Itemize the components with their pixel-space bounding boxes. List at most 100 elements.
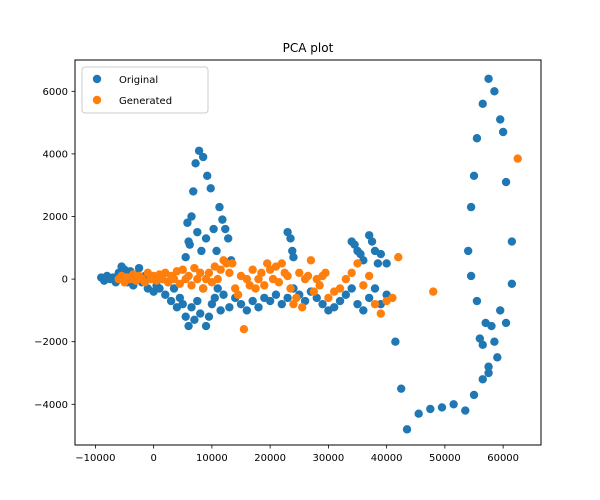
original-point: [221, 224, 230, 234]
original-point: [286, 234, 295, 243]
generated-point: [178, 265, 187, 274]
x-tick-label: 40000: [371, 453, 403, 464]
original-point: [466, 202, 476, 212]
generated-point: [222, 259, 231, 268]
original-point: [364, 231, 374, 240]
original-point: [190, 315, 199, 324]
original-point: [197, 246, 206, 256]
generated-point: [295, 268, 304, 278]
original-point: [204, 312, 214, 321]
generated-point: [175, 279, 185, 288]
original-point: [213, 284, 222, 293]
generated-point: [306, 256, 316, 265]
legend-label-original: Original: [119, 75, 158, 86]
generated-point: [213, 274, 222, 284]
original-point: [364, 293, 374, 303]
generated-point: [233, 290, 243, 299]
original-point: [414, 409, 423, 418]
original-point: [402, 425, 412, 434]
original-point: [318, 299, 327, 309]
generated-point: [309, 287, 319, 296]
generated-point: [359, 281, 368, 290]
generated-point: [251, 284, 260, 293]
original-point: [169, 284, 179, 293]
original-point: [187, 303, 196, 312]
original-point: [215, 202, 224, 212]
original-point: [300, 296, 310, 306]
original-point: [181, 312, 190, 321]
original-point: [196, 309, 205, 318]
chart-title: PCA plot: [283, 41, 334, 55]
original-point: [330, 303, 339, 312]
x-tick-label: 50000: [429, 453, 461, 464]
original-point: [335, 296, 345, 306]
generated-point: [190, 263, 199, 273]
legend-box: [81, 66, 209, 114]
original-point: [184, 321, 193, 331]
generated-point: [321, 268, 330, 278]
original-point: [478, 340, 487, 350]
legend-marker-generated: [92, 95, 102, 105]
original-point: [193, 296, 202, 306]
original-point: [242, 306, 252, 315]
original-point: [219, 290, 228, 299]
original-point: [207, 299, 217, 309]
generated-point: [216, 265, 225, 274]
original-point: [155, 284, 164, 293]
y-tick-label: 6000: [43, 87, 68, 98]
generated-point: [315, 281, 324, 290]
original-point: [472, 134, 482, 143]
original-point: [472, 296, 482, 306]
x-tick-label: 0: [150, 453, 156, 464]
original-point: [225, 303, 234, 312]
generated-point: [283, 271, 292, 281]
original-point: [341, 290, 351, 299]
generated-point: [341, 274, 351, 284]
original-point: [498, 127, 508, 137]
generated-point: [277, 259, 286, 268]
original-point: [181, 253, 190, 262]
y-tick-label: −2000: [34, 337, 68, 348]
original-point: [191, 159, 200, 168]
original-point: [426, 404, 435, 414]
original-point: [370, 284, 380, 293]
generated-point: [263, 259, 272, 268]
generated-point: [335, 284, 345, 293]
generated-point: [292, 293, 301, 303]
original-point: [283, 293, 292, 303]
generated-point: [370, 299, 380, 309]
original-point: [198, 152, 208, 162]
x-tick-label: 10000: [196, 453, 228, 464]
generated-point: [184, 271, 193, 281]
original-point: [166, 296, 176, 306]
plot-frame: [74, 59, 542, 446]
generated-point: [303, 271, 313, 281]
y-tick-label: 2000: [43, 212, 68, 223]
series-original: [97, 74, 517, 434]
generated-point: [324, 293, 333, 303]
original-point: [501, 177, 511, 187]
generated-point: [196, 268, 205, 278]
original-point: [187, 212, 196, 221]
original-point: [437, 403, 447, 412]
original-point: [469, 171, 479, 181]
original-point: [347, 284, 356, 293]
generated-point: [248, 265, 257, 274]
generated-point: [274, 278, 284, 287]
original-point: [209, 224, 218, 234]
original-point: [289, 253, 298, 262]
generated-point: [242, 274, 252, 284]
original-point: [201, 321, 211, 331]
original-point: [484, 74, 493, 83]
original-point: [312, 293, 321, 303]
original-point: [206, 184, 215, 193]
original-point: [469, 390, 479, 400]
original-point: [224, 234, 233, 243]
generated-point: [225, 268, 234, 278]
generated-point: [394, 253, 403, 262]
original-point: [248, 296, 257, 306]
original-point: [350, 240, 359, 249]
original-point: [484, 368, 493, 378]
original-point: [478, 99, 487, 109]
